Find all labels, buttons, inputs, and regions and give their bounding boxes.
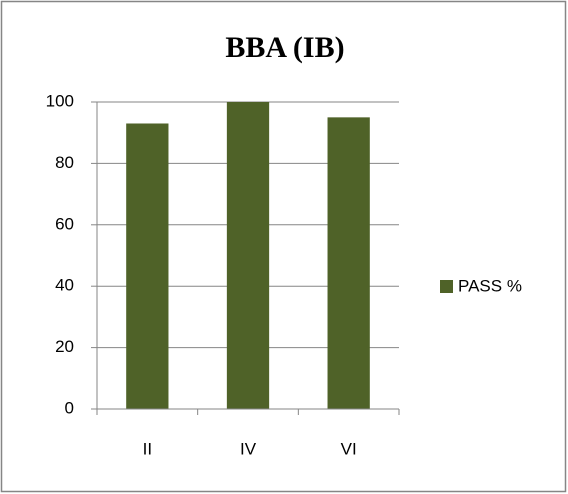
x-tick-label: IV: [240, 439, 257, 458]
y-tick-label: 100: [46, 91, 74, 110]
y-tick-label: 0: [65, 398, 74, 417]
y-tick-label: 20: [55, 337, 74, 356]
x-tick-label: VI: [341, 439, 357, 458]
legend-label: PASS %: [458, 276, 522, 295]
y-tick-label: 60: [55, 214, 74, 233]
chart-title: BBA (IB): [225, 31, 344, 64]
legend-swatch: [440, 280, 453, 293]
x-tick-label: II: [143, 439, 152, 458]
bar: [126, 123, 169, 410]
y-tick-label: 80: [55, 153, 74, 172]
bar: [327, 117, 370, 409]
bar: [226, 102, 270, 409]
y-tick-label: 40: [55, 276, 74, 295]
